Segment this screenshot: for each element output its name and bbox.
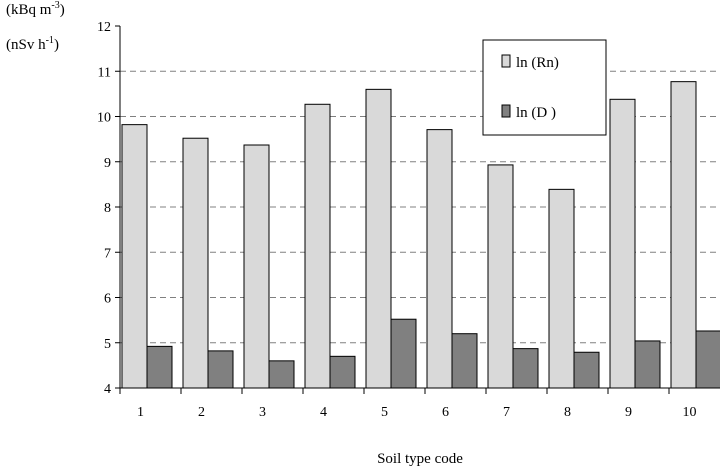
bar bbox=[146, 345, 173, 389]
bar bbox=[634, 340, 661, 389]
y-tick-label: 5 bbox=[104, 337, 111, 352]
bar bbox=[365, 88, 392, 389]
y-axis-label-line2: (nSv h-1) bbox=[6, 35, 59, 54]
x-axis-title: Soil type code bbox=[377, 451, 463, 467]
x-tick-label: 8 bbox=[564, 405, 571, 420]
bar bbox=[548, 188, 575, 389]
x-tick-label: 2 bbox=[198, 405, 205, 420]
legend-swatch bbox=[501, 104, 511, 118]
bar bbox=[670, 81, 697, 389]
bar bbox=[207, 350, 234, 389]
bar bbox=[695, 330, 720, 389]
x-tick-label: 3 bbox=[259, 405, 266, 420]
y-tick-label: 4 bbox=[104, 382, 111, 397]
y-tick-label: 9 bbox=[104, 156, 111, 171]
legend-label: ln (D ) bbox=[516, 105, 556, 121]
x-tick-label: 6 bbox=[442, 405, 449, 420]
legend-label: ln (Rn) bbox=[516, 55, 559, 71]
legend-swatch bbox=[501, 54, 511, 68]
bar bbox=[609, 98, 636, 389]
x-tick-label: 10 bbox=[683, 405, 697, 420]
bar bbox=[304, 103, 331, 389]
bar bbox=[121, 124, 148, 389]
bar bbox=[329, 355, 356, 389]
bar bbox=[243, 144, 270, 389]
y-tick-label: 10 bbox=[97, 111, 111, 126]
bar bbox=[512, 348, 539, 389]
bar bbox=[268, 360, 295, 389]
y-tick-label: 12 bbox=[97, 20, 111, 35]
y-tick-label: 7 bbox=[104, 246, 111, 261]
x-tick-label: 9 bbox=[625, 405, 632, 420]
bar bbox=[573, 351, 600, 389]
bar bbox=[390, 318, 417, 389]
x-tick-label: 4 bbox=[320, 405, 327, 420]
x-tick-label: 1 bbox=[137, 405, 144, 420]
bar bbox=[451, 333, 478, 389]
y-tick-label: 11 bbox=[98, 65, 111, 80]
y-tick-label: 8 bbox=[104, 201, 111, 216]
y-tick-label: 6 bbox=[104, 292, 111, 307]
bar bbox=[426, 129, 453, 389]
y-axis-label-line1: (kBq m-3) bbox=[6, 0, 65, 19]
bar bbox=[487, 164, 514, 389]
x-tick-label: 5 bbox=[381, 405, 388, 420]
x-tick-label: 7 bbox=[503, 405, 510, 420]
bar bbox=[182, 137, 209, 389]
